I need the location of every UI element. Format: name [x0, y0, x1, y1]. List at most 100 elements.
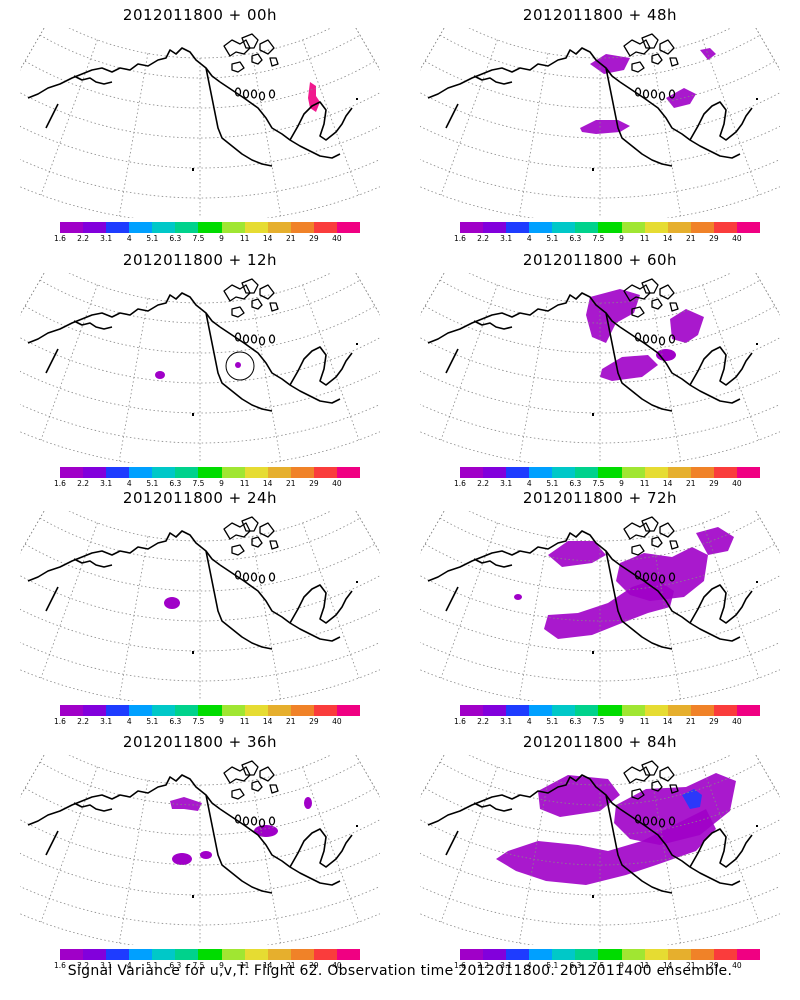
colorbar-swatch: [575, 222, 599, 233]
island: [669, 784, 679, 794]
colorbar-swatch: [221, 705, 245, 716]
colorbar-swatch: [644, 467, 668, 478]
meridian-line: [518, 298, 549, 462]
coastline: [689, 584, 753, 624]
panel-title: 2012011800 + 60h: [522, 251, 678, 269]
latitude-circle: [439, 517, 761, 562]
island: [269, 302, 279, 312]
island: [641, 278, 659, 294]
grid-lines: [20, 511, 380, 701]
colorbar-swatch: [598, 949, 622, 960]
colorbar-tick-label: 29: [309, 717, 319, 726]
colorbar-swatch: [244, 467, 268, 478]
colorbar-swatch: [483, 222, 507, 233]
colorbar-labels: 1.6 2.2 3.1 4 5.1 6.3 7.5 9 11 14 21 29 40: [54, 961, 360, 971]
meridian-line: [755, 273, 780, 316]
small-island: [250, 89, 258, 99]
colorbar-swatch: [152, 949, 176, 960]
colorbar-swatch: [460, 949, 484, 960]
variance-region: [308, 82, 320, 112]
colorbar-swatch: [290, 467, 314, 478]
colorbar-tick-label: 4: [126, 961, 132, 970]
variance-region: [700, 48, 716, 60]
latitude-circle: [20, 125, 380, 169]
latitude-circle: [20, 852, 380, 896]
colorbar-swatch: [129, 705, 153, 716]
coastline: [619, 326, 741, 404]
colorbar-tick-label: 11: [639, 234, 650, 243]
meridian-line: [651, 53, 682, 217]
colorbar-tick-label: 29: [709, 717, 719, 726]
island: [231, 306, 245, 318]
colorbar-tick-label: 14: [262, 234, 273, 243]
island: [669, 57, 679, 67]
colorbar-tick-label: 2.2: [477, 234, 490, 243]
colorbar-tick-label: 7.5: [592, 479, 605, 488]
island: [251, 298, 263, 310]
map-plot: [420, 755, 780, 945]
coastline: [427, 47, 621, 99]
small-island: [642, 816, 650, 826]
colorbar-swatch: [621, 222, 645, 233]
island-dot: [192, 651, 194, 654]
variance-region: [304, 797, 312, 809]
coastlines: [27, 516, 353, 650]
latitude-circle: [420, 641, 780, 682]
island: [241, 33, 259, 49]
variance-region: [538, 775, 620, 817]
latitude-circle: [420, 370, 780, 414]
grid-lines: [420, 755, 780, 945]
island: [259, 766, 275, 782]
arctic-archipelago: [623, 278, 679, 346]
colorbar-swatch: [221, 467, 245, 478]
coastline: [205, 67, 273, 167]
colorbar-swatch: [106, 467, 130, 478]
variance-region: [586, 289, 640, 343]
colorbar-tick-label: 5.1: [146, 479, 159, 488]
colorbar-swatch: [460, 705, 484, 716]
colorbar-tick-label: 3.1: [500, 961, 513, 970]
colorbar-tick-label: 21: [285, 479, 296, 488]
colorbar: [460, 949, 761, 960]
meridian-line: [251, 536, 282, 700]
colorbar-swatch: [713, 705, 737, 716]
colorbar-swatch: [506, 949, 530, 960]
colorbar-swatch: [598, 705, 622, 716]
colorbar-swatch: [267, 705, 291, 716]
variance-region: [254, 825, 278, 837]
colorbar-tick-label: 40: [732, 234, 742, 243]
coastline: [219, 564, 341, 642]
colorbar-tick-label: 14: [662, 234, 673, 243]
meridian-line: [302, 39, 360, 196]
colorbar-tick-label: 5.1: [146, 234, 159, 243]
island: [669, 302, 679, 312]
meridian-line: [40, 39, 98, 196]
colorbar-tick-label: 40: [732, 961, 742, 970]
colorbar-tick-label: 1.6: [454, 961, 466, 970]
small-island: [234, 814, 242, 824]
small-island: [650, 334, 658, 344]
colorbar-swatch: [713, 222, 737, 233]
small-island: [268, 89, 276, 99]
colorbar-swatch: [621, 949, 645, 960]
colorbar-tick-label: 1.6: [54, 479, 66, 488]
colorbar-tick-label: 21: [285, 234, 296, 243]
colorbar-tick-label: 6.3: [569, 961, 582, 970]
colorbar-tick-label: 5.1: [546, 234, 559, 243]
panel-title: 2012011800 + 00h: [122, 6, 278, 24]
small-island: [268, 334, 276, 344]
small-island: [658, 818, 666, 828]
colorbar-tick-label: 6.3: [569, 717, 582, 726]
coastline: [219, 81, 341, 159]
island: [659, 284, 675, 300]
meridian-line: [118, 53, 149, 217]
coastline: [289, 346, 353, 386]
map-panel-00h: 2012011800 + 00h 1.6 2.2 3.1 4 5.1 6.3 7.5 9 11 1…: [10, 0, 390, 243]
coastline: [619, 564, 741, 642]
map-boundary: [420, 511, 780, 701]
colorbar-tick-label: 11: [639, 717, 650, 726]
latitude-circle: [39, 279, 361, 324]
small-island: [650, 572, 658, 582]
map-plot: [20, 28, 380, 218]
colorbar-swatch: [60, 467, 84, 478]
